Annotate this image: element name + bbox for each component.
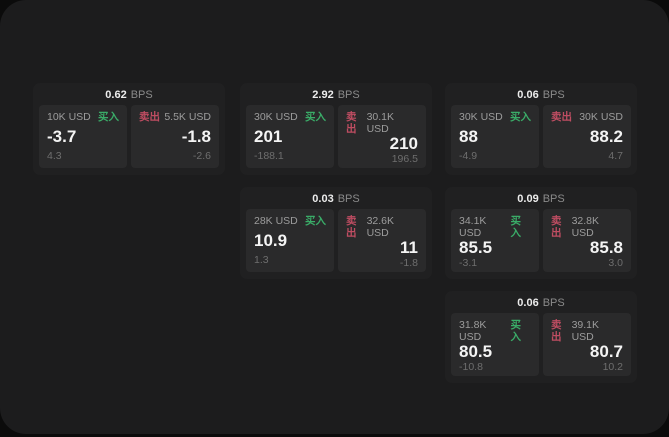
buy-delta: 1.3: [254, 254, 269, 266]
quote-panels: 28K USD 买入 10.9 1.3 卖出 32.6K USD 11 -1.8: [246, 209, 426, 272]
bps-header: 0.06 BPS: [445, 291, 637, 313]
buy-side-label: 买入: [98, 111, 119, 123]
sell-notional: 5.5K USD: [164, 111, 211, 123]
bps-value: 2.92: [312, 89, 334, 101]
sell-panel[interactable]: 卖出 30.1K USD 210 196.5: [338, 105, 426, 168]
quote-card: 0.09 BPS 34.1K USD 买入 85.5 -3.1 卖出 32.8K…: [445, 187, 637, 279]
sell-side-label: 卖出: [551, 319, 562, 343]
bps-header: 2.92 BPS: [240, 83, 432, 105]
buy-price: 85.5: [459, 238, 493, 257]
bps-unit-label: BPS: [542, 89, 565, 101]
quote-card: 0.06 BPS 30K USD 买入 88 -4.9 卖出 30K USD 8…: [445, 83, 637, 175]
buy-price: -3.7: [47, 126, 77, 146]
sell-price: 210: [389, 134, 418, 153]
buy-side-label: 买入: [510, 215, 521, 239]
sell-side-label: 卖出: [346, 215, 357, 239]
buy-price: 201: [254, 126, 283, 146]
buy-panel[interactable]: 31.8K USD 买入 80.5 -10.8: [451, 313, 539, 376]
buy-price: 10.9: [254, 230, 288, 250]
quote-panels: 31.8K USD 买入 80.5 -10.8 卖出 39.1K USD 80.…: [451, 313, 631, 376]
bps-value: 0.03: [312, 193, 334, 205]
sell-price: 85.8: [589, 238, 623, 257]
buy-notional: 10K USD: [47, 111, 91, 123]
buy-delta: -3.1: [459, 257, 478, 269]
sell-delta: 4.7: [608, 150, 623, 162]
bps-value: 0.62: [105, 89, 127, 101]
quote-panels: 30K USD 买入 201 -188.1 卖出 30.1K USD 210 1…: [246, 105, 426, 168]
sell-notional: 32.6K USD: [366, 215, 395, 239]
bps-value: 0.06: [517, 89, 539, 101]
buy-notional: 28K USD: [254, 215, 298, 227]
bps-header: 0.06 BPS: [445, 83, 637, 105]
quote-panels: 30K USD 买入 88 -4.9 卖出 30K USD 88.2 4.7: [451, 105, 631, 168]
buy-notional: 34.1K USD: [459, 215, 487, 239]
quote-card: 0.06 BPS 31.8K USD 买入 80.5 -10.8 卖出 39.1…: [445, 291, 637, 383]
bps-unit-label: BPS: [337, 89, 360, 101]
bps-unit-label: BPS: [542, 193, 565, 205]
buy-delta: -10.8: [459, 361, 483, 373]
buy-delta: -188.1: [254, 150, 284, 162]
sell-side-label: 卖出: [551, 215, 562, 239]
sell-notional: 39.1K USD: [571, 319, 600, 343]
sell-delta: 196.5: [391, 153, 418, 165]
bps-value: 0.09: [517, 193, 539, 205]
buy-price: 80.5: [459, 342, 493, 361]
sell-price: -1.8: [181, 126, 211, 146]
sell-price: 11: [400, 238, 418, 257]
sell-delta: -2.6: [192, 150, 211, 162]
bps-unit-label: BPS: [542, 297, 565, 309]
sell-notional: 30.1K USD: [366, 111, 395, 135]
sell-delta: 10.2: [602, 361, 623, 373]
buy-delta: 4.3: [47, 150, 62, 162]
buy-side-label: 买入: [510, 319, 521, 343]
buy-notional: 30K USD: [459, 111, 503, 123]
sell-price: 88.2: [589, 126, 623, 146]
buy-side-label: 买入: [305, 215, 326, 227]
sell-panel[interactable]: 卖出 30K USD 88.2 4.7: [543, 105, 631, 168]
buy-notional: 30K USD: [254, 111, 298, 123]
bps-unit-label: BPS: [337, 193, 360, 205]
quote-card: 0.62 BPS 10K USD 买入 -3.7 4.3 卖出 5.5K USD…: [33, 83, 225, 175]
buy-notional: 31.8K USD: [459, 319, 487, 343]
sell-delta: 3.0: [608, 257, 623, 269]
buy-price: 88: [459, 126, 478, 146]
bps-header: 0.62 BPS: [33, 83, 225, 105]
sell-notional: 32.8K USD: [571, 215, 600, 239]
buy-panel[interactable]: 28K USD 买入 10.9 1.3: [246, 209, 334, 272]
buy-side-label: 买入: [510, 111, 531, 123]
sell-panel[interactable]: 卖出 32.6K USD 11 -1.8: [338, 209, 426, 272]
quote-card: 2.92 BPS 30K USD 买入 201 -188.1 卖出 30.1K …: [240, 83, 432, 175]
sell-panel[interactable]: 卖出 39.1K USD 80.7 10.2: [543, 313, 631, 376]
sell-panel[interactable]: 卖出 32.8K USD 85.8 3.0: [543, 209, 631, 272]
buy-side-label: 买入: [305, 111, 326, 123]
sell-notional: 30K USD: [579, 111, 623, 123]
buy-panel[interactable]: 30K USD 买入 201 -188.1: [246, 105, 334, 168]
bps-unit-label: BPS: [130, 89, 153, 101]
quote-card: 0.03 BPS 28K USD 买入 10.9 1.3 卖出 32.6K US…: [240, 187, 432, 279]
quote-panels: 34.1K USD 买入 85.5 -3.1 卖出 32.8K USD 85.8…: [451, 209, 631, 272]
buy-delta: -4.9: [459, 150, 478, 162]
quote-panels: 10K USD 买入 -3.7 4.3 卖出 5.5K USD -1.8 -2.…: [39, 105, 219, 168]
bps-value: 0.06: [517, 297, 539, 309]
buy-panel[interactable]: 34.1K USD 买入 85.5 -3.1: [451, 209, 539, 272]
buy-panel[interactable]: 10K USD 买入 -3.7 4.3: [39, 105, 127, 168]
bps-header: 0.09 BPS: [445, 187, 637, 209]
buy-panel[interactable]: 30K USD 买入 88 -4.9: [451, 105, 539, 168]
bps-header: 0.03 BPS: [240, 187, 432, 209]
sell-side-label: 卖出: [551, 111, 572, 123]
sell-delta: -1.8: [399, 257, 418, 269]
sell-side-label: 卖出: [346, 111, 357, 135]
sell-price: 80.7: [589, 342, 623, 361]
sell-side-label: 卖出: [139, 111, 160, 123]
sell-panel[interactable]: 卖出 5.5K USD -1.8 -2.6: [131, 105, 219, 168]
